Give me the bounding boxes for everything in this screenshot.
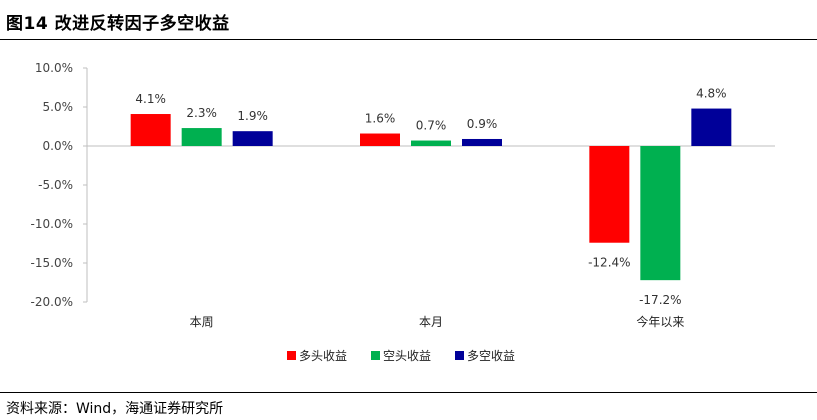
footer-divider [0,392,817,393]
y-tick-label: -10.0% [31,217,73,231]
data-label: 1.6% [365,112,396,126]
legend: 多头收益 空头收益 多空收益 [287,349,515,363]
x-category-label: 本月 [419,315,443,329]
source-note: 资料来源：Wind，海通证券研究所 [6,401,224,417]
data-label: -12.4% [588,256,630,270]
data-label: 0.7% [416,119,447,133]
legend-label: 空头收益 [383,349,431,363]
y-tick-label: 10.0% [35,61,73,75]
legend-swatch [371,351,380,360]
bar [232,131,273,146]
data-labels: 4.1% 2.3% 1.9% 1.6% 0.7% 0.9% -12.4% -17.2% 4.8% [135,87,726,308]
y-tick-label: 5.0% [43,100,74,114]
legend-swatch [455,351,464,360]
legend-label: 多头收益 [299,349,347,363]
y-tick-label: -5.0% [38,178,73,192]
bar [640,146,681,281]
bar [130,114,171,146]
data-label: 4.8% [696,87,727,101]
bar [691,108,732,146]
legend-label: 多空收益 [467,349,515,363]
title-bar: 图14 改进反转因子多空收益 [0,0,817,40]
x-category-label: 今年以来 [636,314,684,329]
bar [411,140,451,146]
y-axis: 10.0% 5.0% 0.0% -5.0% -10.0% -15.0% -20.0% [31,61,88,309]
y-tick-label: -20.0% [31,295,73,309]
data-label: -17.2% [639,293,681,307]
data-label: 2.3% [186,106,217,120]
bars [130,108,732,281]
y-tick-label: 0.0% [43,139,74,153]
bar [360,133,400,146]
page-title: 图14 改进反转因子多空收益 [6,14,230,34]
x-category-label: 本周 [190,315,214,329]
bar [589,146,630,243]
data-label: 4.1% [135,92,166,106]
y-tick-label: -15.0% [31,256,73,270]
bar [181,128,222,146]
data-label: 1.9% [237,109,268,123]
data-label: 0.9% [467,117,498,131]
bar-chart: 10.0% 5.0% 0.0% -5.0% -10.0% -15.0% -20.0% 本周 本… [31,61,775,363]
bar [462,138,502,146]
legend-swatch [287,351,296,360]
